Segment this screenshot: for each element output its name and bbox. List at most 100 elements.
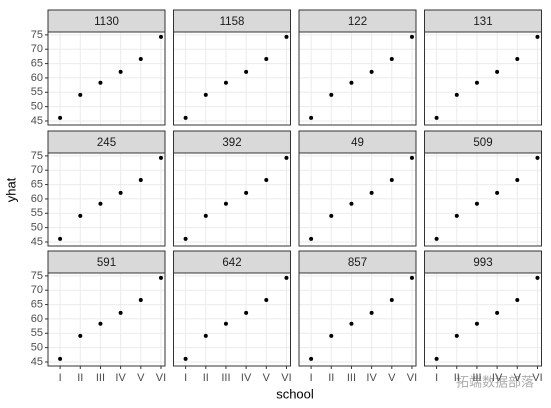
point bbox=[284, 275, 289, 280]
y-tick-label: 75 bbox=[31, 29, 43, 41]
panel-background bbox=[48, 32, 165, 125]
strip-title: 993 bbox=[473, 257, 492, 269]
point bbox=[474, 321, 479, 326]
point bbox=[203, 92, 208, 97]
point bbox=[389, 297, 394, 302]
y-tick-label: 75 bbox=[31, 150, 43, 162]
x-tick-label: II bbox=[77, 372, 83, 384]
y-tick-label: 60 bbox=[31, 313, 43, 325]
point bbox=[203, 333, 208, 338]
point bbox=[223, 80, 228, 85]
point bbox=[535, 155, 540, 160]
point bbox=[454, 213, 459, 218]
point bbox=[309, 356, 314, 361]
point bbox=[58, 115, 63, 120]
x-tick-label: V bbox=[263, 372, 271, 384]
point bbox=[495, 190, 500, 195]
point bbox=[244, 310, 249, 315]
point bbox=[329, 92, 334, 97]
y-tick-label: 70 bbox=[31, 164, 43, 176]
strip bbox=[298, 250, 417, 274]
point bbox=[158, 275, 163, 280]
point bbox=[118, 310, 123, 315]
strip-title: 857 bbox=[348, 257, 367, 269]
y-tick-label: 60 bbox=[31, 72, 43, 84]
strip bbox=[173, 130, 291, 154]
point bbox=[244, 190, 249, 195]
x-tick-label: III bbox=[221, 372, 230, 384]
strip-title: 392 bbox=[222, 137, 241, 149]
point bbox=[454, 92, 459, 97]
point bbox=[434, 356, 439, 361]
y-tick-label: 70 bbox=[31, 284, 43, 296]
x-tick-label: V bbox=[137, 372, 145, 384]
x-tick-label: I bbox=[310, 372, 313, 384]
panel-background bbox=[424, 153, 542, 246]
point bbox=[264, 177, 269, 182]
x-tick-label: I bbox=[435, 372, 438, 384]
point bbox=[369, 69, 374, 74]
point bbox=[158, 34, 163, 39]
point bbox=[158, 155, 163, 160]
x-tick-label: III bbox=[96, 372, 105, 384]
y-tick-label: 50 bbox=[31, 222, 43, 234]
point bbox=[183, 115, 188, 120]
point bbox=[138, 297, 143, 302]
point bbox=[454, 333, 459, 338]
point bbox=[78, 92, 83, 97]
point bbox=[369, 310, 374, 315]
panel-background bbox=[299, 273, 416, 366]
x-tick-label: IV bbox=[366, 372, 377, 384]
panel-background bbox=[173, 32, 291, 125]
y-tick-label: 55 bbox=[31, 207, 43, 219]
strip-title: 122 bbox=[348, 16, 367, 28]
point bbox=[535, 275, 540, 280]
point bbox=[138, 177, 143, 182]
point bbox=[118, 69, 123, 74]
strip bbox=[173, 250, 291, 274]
point bbox=[284, 155, 289, 160]
point bbox=[284, 34, 289, 39]
x-tick-label: V bbox=[388, 372, 396, 384]
x-tick-label: IV bbox=[115, 372, 126, 384]
panel-background bbox=[173, 153, 291, 246]
strip bbox=[173, 9, 291, 33]
point bbox=[434, 115, 439, 120]
y-tick-label: 50 bbox=[31, 101, 43, 113]
y-tick-label: 50 bbox=[31, 342, 43, 354]
point bbox=[389, 177, 394, 182]
strip-title: 131 bbox=[473, 16, 492, 28]
x-tick-label: V bbox=[514, 372, 522, 384]
point bbox=[223, 321, 228, 326]
x-tick-label: VI bbox=[156, 372, 166, 384]
strip bbox=[424, 9, 542, 33]
point bbox=[409, 275, 414, 280]
strip bbox=[47, 250, 166, 274]
strip bbox=[47, 130, 166, 154]
x-axis-title: school bbox=[276, 386, 314, 401]
panel-background bbox=[299, 153, 416, 246]
x-tick-label: I bbox=[59, 372, 62, 384]
y-tick-label: 75 bbox=[31, 270, 43, 282]
point bbox=[78, 213, 83, 218]
point bbox=[349, 201, 354, 206]
point bbox=[329, 213, 334, 218]
strip-title: 245 bbox=[97, 137, 116, 149]
panel-background bbox=[299, 32, 416, 125]
point bbox=[118, 190, 123, 195]
point bbox=[58, 236, 63, 241]
point bbox=[495, 310, 500, 315]
y-tick-label: 65 bbox=[31, 178, 43, 190]
point bbox=[58, 356, 63, 361]
x-tick-label: II bbox=[203, 372, 209, 384]
y-tick-label: 55 bbox=[31, 327, 43, 339]
point bbox=[434, 236, 439, 241]
point bbox=[389, 56, 394, 61]
strip bbox=[424, 130, 542, 154]
point bbox=[264, 56, 269, 61]
y-axis-title: yhat bbox=[3, 177, 18, 202]
y-tick-label: 65 bbox=[31, 298, 43, 310]
point bbox=[244, 69, 249, 74]
x-tick-label: I bbox=[184, 372, 187, 384]
